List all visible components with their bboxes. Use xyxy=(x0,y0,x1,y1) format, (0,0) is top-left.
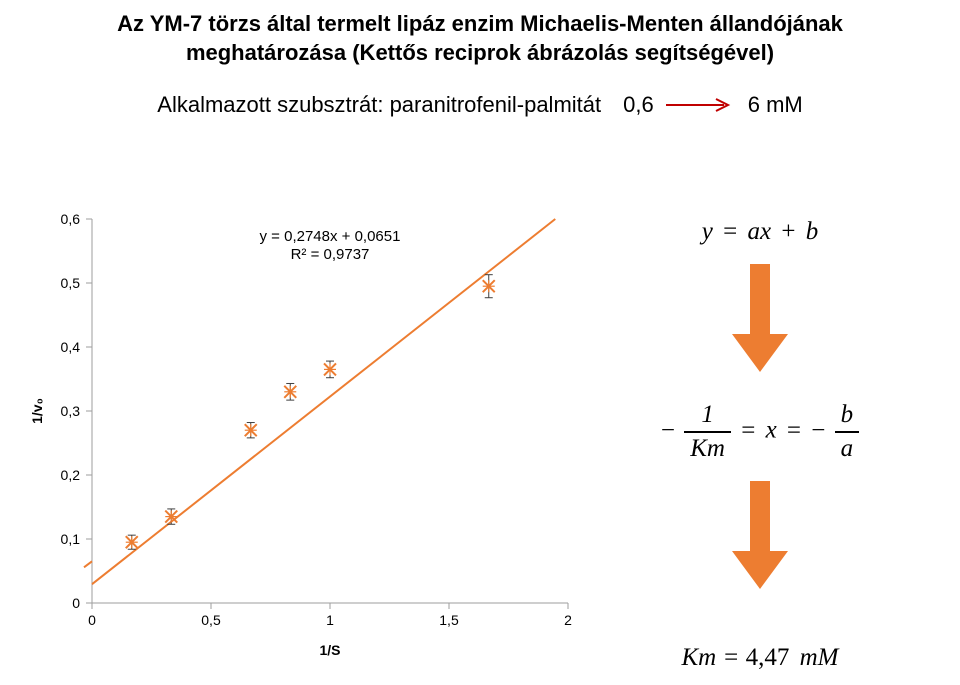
frac2-num: b xyxy=(835,401,860,431)
svg-text:2: 2 xyxy=(564,612,572,628)
frac1-den: Km xyxy=(684,431,731,463)
big-down-arrow-icon xyxy=(730,264,790,379)
frac-2: b a xyxy=(835,401,860,463)
formula-y: y xyxy=(702,218,713,245)
svg-text:0,3: 0,3 xyxy=(61,403,81,419)
svg-text:1/v₀: 1/v₀ xyxy=(29,398,45,424)
subtitle-prefix: Alkalmazott szubsztrát: paranitrofenil-p… xyxy=(157,91,601,120)
range-arrow-icon xyxy=(666,91,736,120)
km-eq2: = xyxy=(783,417,805,444)
page-root: Az YM-7 törzs által termelt lipáz enzim … xyxy=(0,0,960,685)
km-fraction-equation: − 1 Km = x = − b a xyxy=(661,401,859,463)
km-lhs: Km xyxy=(682,644,717,671)
title-block: Az YM-7 törzs által termelt lipáz enzim … xyxy=(0,10,960,120)
svg-text:0,5: 0,5 xyxy=(201,612,221,628)
big-down-arrow-icon-2 xyxy=(730,481,790,596)
km-eq: = xyxy=(722,644,739,671)
frac1-num: 1 xyxy=(684,401,731,431)
km-x: x xyxy=(766,417,777,444)
formula-plus: + xyxy=(777,218,799,245)
title-line-2: meghatározása (Kettős reciprok ábrázolás… xyxy=(0,39,960,68)
range-from: 0,6 xyxy=(613,91,654,120)
svg-text:0,4: 0,4 xyxy=(61,339,81,355)
lineweaver-burk-chart: 0 0,5 1 1,5 2 0 0,1 0,2 0,3 0,4 0,5 0,6 1/S 1/v₀ y = 0… xyxy=(26,205,586,665)
svg-text:0,6: 0,6 xyxy=(61,211,81,227)
svg-text:0,2: 0,2 xyxy=(61,467,81,483)
formula-a: a xyxy=(748,218,761,245)
svg-text:y = 0,2748x + 0,0651: y = 0,2748x + 0,0651 xyxy=(260,228,401,245)
minus-1: − xyxy=(661,417,678,444)
km-value: 4,47 xyxy=(746,644,790,671)
svg-text:1,5: 1,5 xyxy=(439,612,459,628)
svg-text:R² = 0,9737: R² = 0,9737 xyxy=(291,246,370,263)
formula-x: x xyxy=(760,218,771,245)
range-to: 6 mM xyxy=(748,91,803,120)
title-line-1: Az YM-7 törzs által termelt lipáz enzim … xyxy=(0,10,960,39)
chart-svg: 0 0,5 1 1,5 2 0 0,1 0,2 0,3 0,4 0,5 0,6 1/S 1/v₀ y = 0… xyxy=(26,205,586,665)
svg-text:0,5: 0,5 xyxy=(61,275,81,291)
frac-1: 1 Km xyxy=(684,401,731,463)
svg-text:0: 0 xyxy=(72,595,80,611)
svg-text:1: 1 xyxy=(326,612,334,628)
frac2-den: a xyxy=(835,431,860,463)
formula-column: y = ax + b − 1 Km = x = − b a xyxy=(610,218,910,672)
svg-text:0,1: 0,1 xyxy=(61,531,81,547)
km-result: Km = 4,47 mM xyxy=(682,644,839,672)
linear-equation: y = ax + b xyxy=(702,218,818,246)
formula-b: b xyxy=(806,218,819,245)
minus-2: − xyxy=(811,417,828,444)
subtitle: Alkalmazott szubsztrát: paranitrofenil-p… xyxy=(0,91,960,120)
km-unit: mM xyxy=(796,644,839,671)
svg-text:0: 0 xyxy=(88,612,96,628)
formula-eq: = xyxy=(719,218,741,245)
svg-text:1/S: 1/S xyxy=(319,642,340,658)
km-eq1: = xyxy=(737,417,759,444)
